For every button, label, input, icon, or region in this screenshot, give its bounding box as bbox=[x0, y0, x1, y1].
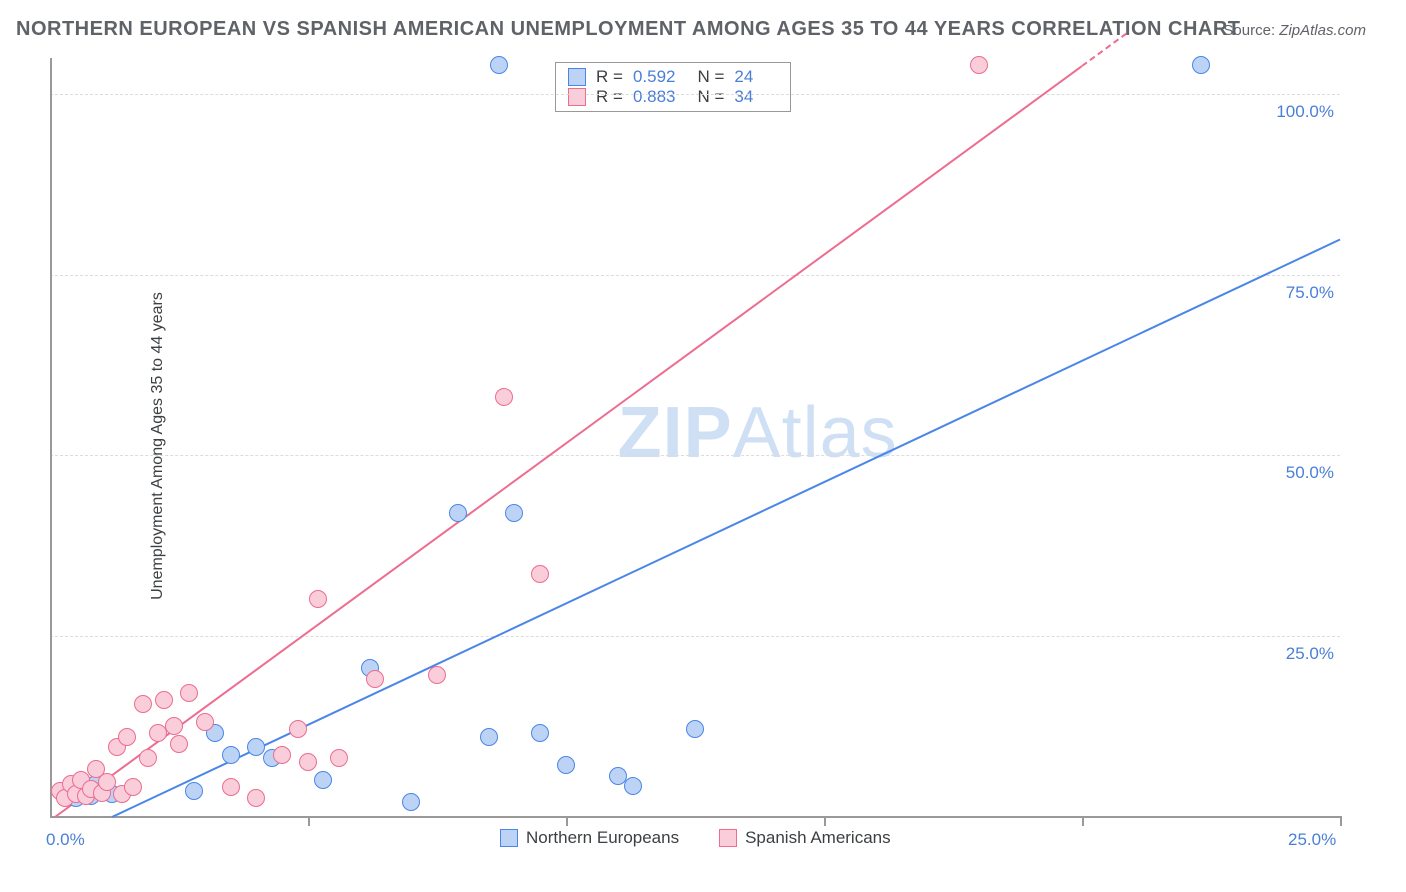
data-point-spanish_americans bbox=[330, 749, 348, 767]
legend-corr-row-northern_europeans: R = 0.592 N = 24 bbox=[568, 67, 778, 87]
data-point-spanish_americans bbox=[124, 778, 142, 796]
data-point-spanish_americans bbox=[196, 713, 214, 731]
x-axis-line bbox=[50, 816, 1340, 818]
data-point-spanish_americans bbox=[134, 695, 152, 713]
legend-swatch bbox=[568, 88, 586, 106]
legend-n-value: 24 bbox=[734, 67, 753, 87]
data-point-northern_europeans bbox=[185, 782, 203, 800]
legend-series: Northern Europeans Spanish Americans bbox=[500, 828, 891, 848]
scatter-plot-area: ZIPAtlas R = 0.592N = 24R = 0.883N = 34 … bbox=[50, 58, 1340, 848]
watermark-zip: ZIP bbox=[618, 393, 733, 473]
data-point-spanish_americans bbox=[289, 720, 307, 738]
data-point-spanish_americans bbox=[222, 778, 240, 796]
legend-r-value: 0.883 bbox=[633, 87, 676, 107]
legend-swatch bbox=[500, 829, 518, 847]
source-value: ZipAtlas.com bbox=[1279, 22, 1366, 39]
legend-swatch bbox=[568, 68, 586, 86]
data-point-spanish_americans bbox=[495, 388, 513, 406]
data-point-northern_europeans bbox=[1192, 56, 1210, 74]
data-point-spanish_americans bbox=[970, 56, 988, 74]
x-tick bbox=[824, 816, 826, 826]
data-point-northern_europeans bbox=[449, 504, 467, 522]
data-point-northern_europeans bbox=[505, 504, 523, 522]
data-point-spanish_americans bbox=[428, 666, 446, 684]
watermark: ZIPAtlas bbox=[618, 392, 898, 474]
x-tick bbox=[308, 816, 310, 826]
legend-n-label: N = bbox=[697, 67, 724, 87]
y-tick-label: 75.0% bbox=[1286, 283, 1334, 303]
x-tick-label: 25.0% bbox=[1288, 830, 1336, 850]
source-attribution: Source: ZipAtlas.com bbox=[1223, 22, 1366, 39]
y-tick-label: 25.0% bbox=[1286, 644, 1334, 664]
legend-r-label: R = bbox=[596, 87, 623, 107]
legend-series-northern_europeans: Northern Europeans bbox=[500, 828, 679, 848]
data-point-northern_europeans bbox=[531, 724, 549, 742]
grid-line bbox=[50, 275, 1340, 276]
legend-corr-row-spanish_americans: R = 0.883 N = 34 bbox=[568, 87, 778, 107]
y-tick-label: 100.0% bbox=[1276, 102, 1334, 122]
data-point-spanish_americans bbox=[139, 749, 157, 767]
data-point-northern_europeans bbox=[490, 56, 508, 74]
data-point-spanish_americans bbox=[180, 684, 198, 702]
grid-line bbox=[50, 94, 1340, 95]
grid-line bbox=[50, 455, 1340, 456]
data-point-northern_europeans bbox=[624, 777, 642, 795]
chart-title: NORTHERN EUROPEAN VS SPANISH AMERICAN UN… bbox=[16, 18, 1241, 41]
data-point-northern_europeans bbox=[480, 728, 498, 746]
legend-r-value: 0.592 bbox=[633, 67, 676, 87]
trend-line-spanish_americans bbox=[55, 65, 1083, 817]
x-tick bbox=[566, 816, 568, 826]
legend-series-label: Spanish Americans bbox=[745, 828, 891, 848]
legend-n-label: N = bbox=[697, 87, 724, 107]
data-point-spanish_americans bbox=[299, 753, 317, 771]
y-axis-line bbox=[50, 58, 52, 816]
data-point-spanish_americans bbox=[309, 590, 327, 608]
legend-correlation: R = 0.592 N = 24 R = 0.883 N = 34 bbox=[555, 62, 791, 112]
legend-r-label: R = bbox=[596, 67, 623, 87]
data-point-spanish_americans bbox=[170, 735, 188, 753]
data-point-spanish_americans bbox=[118, 728, 136, 746]
data-point-northern_europeans bbox=[314, 771, 332, 789]
x-tick bbox=[1340, 816, 1342, 826]
watermark-atlas: Atlas bbox=[733, 393, 898, 473]
grid-line bbox=[50, 636, 1340, 637]
legend-series-label: Northern Europeans bbox=[526, 828, 679, 848]
x-tick-label: 0.0% bbox=[46, 830, 85, 850]
data-point-northern_europeans bbox=[222, 746, 240, 764]
data-point-spanish_americans bbox=[98, 773, 116, 791]
legend-series-spanish_americans: Spanish Americans bbox=[719, 828, 891, 848]
source-label: Source: bbox=[1223, 22, 1275, 39]
data-point-spanish_americans bbox=[247, 789, 265, 807]
data-point-spanish_americans bbox=[165, 717, 183, 735]
data-point-spanish_americans bbox=[531, 565, 549, 583]
data-point-spanish_americans bbox=[273, 746, 291, 764]
data-point-northern_europeans bbox=[686, 720, 704, 738]
data-point-spanish_americans bbox=[155, 691, 173, 709]
legend-swatch bbox=[719, 829, 737, 847]
data-point-northern_europeans bbox=[402, 793, 420, 811]
data-point-northern_europeans bbox=[557, 756, 575, 774]
x-tick bbox=[1082, 816, 1084, 826]
y-tick-label: 50.0% bbox=[1286, 463, 1334, 483]
legend-n-value: 34 bbox=[734, 87, 753, 107]
data-point-spanish_americans bbox=[366, 670, 384, 688]
